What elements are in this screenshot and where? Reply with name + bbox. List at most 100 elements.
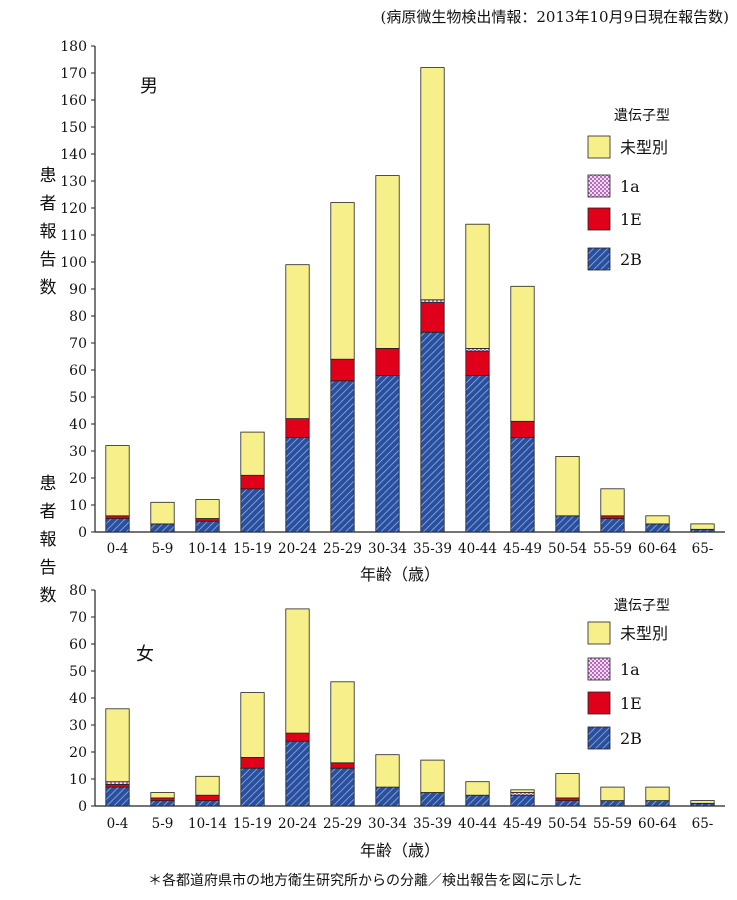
x-tick-label: 35-39 xyxy=(413,541,452,557)
y-tick-label: 60 xyxy=(69,363,87,379)
bar-1a-35-39 xyxy=(420,299,445,303)
legend-label: 未型別 xyxy=(620,138,668,157)
bar-未型別-45-49 xyxy=(510,789,535,793)
y-tick-label: 10 xyxy=(69,498,87,514)
y-tick-label: 70 xyxy=(69,336,87,352)
bar-2B-60-64 xyxy=(645,523,670,533)
bar-1E-15-19 xyxy=(240,474,265,490)
y-tick-label: 140 xyxy=(60,147,87,163)
y-tick-label: 40 xyxy=(69,691,87,707)
bar-1E-5-9 xyxy=(150,797,175,802)
bar-未型別-15-19 xyxy=(240,692,265,758)
bar-2B-45-49 xyxy=(510,794,535,807)
chart-female: 0 10 20 30 40 50 60 70 80 0-4 5-9 10-14 15-19 20-24 25… xyxy=(40,474,725,860)
x-tick-label: 5-9 xyxy=(152,541,174,557)
chart-male: 0 10 20 30 40 50 60 70 80 90 100 110 120 130 140 150 160… xyxy=(40,39,725,584)
x-tick-label: 30-34 xyxy=(368,816,407,832)
x-tick-label: 20-24 xyxy=(278,816,317,832)
bar-未型別-0-4 xyxy=(105,708,130,783)
y-tick-label: 30 xyxy=(69,444,87,460)
bar-未型別-65- xyxy=(690,523,715,530)
bar-1a-0-4 xyxy=(105,781,130,785)
y-tick-label: 170 xyxy=(60,66,87,82)
bar-2B-65- xyxy=(690,802,715,807)
bar-2B-35-39 xyxy=(420,792,445,807)
bar-未型別-5-9 xyxy=(150,792,175,799)
bar-未型別-20-24 xyxy=(285,608,310,734)
y-tick-label: 0 xyxy=(78,799,87,815)
legend-swatch-1E xyxy=(587,691,611,715)
y-tick-label: 0 xyxy=(78,525,87,541)
x-tick-label: 55-59 xyxy=(593,816,632,832)
x-tick-label: 0-4 xyxy=(107,816,129,832)
bar-未型別-45-49 xyxy=(510,285,535,422)
x-tick-label: 60-64 xyxy=(638,541,677,557)
bar-2B-45-49 xyxy=(510,437,535,533)
bar-未型別-35-39 xyxy=(420,759,445,793)
y-tick-label: 180 xyxy=(60,39,87,55)
legend-swatch-1a xyxy=(587,657,611,681)
y-tick-label: 80 xyxy=(69,309,87,325)
bar-2B-65- xyxy=(690,528,715,533)
y-tick-label: 100 xyxy=(60,255,87,271)
x-tick-label: 5-9 xyxy=(152,816,174,832)
legend-swatch-2B xyxy=(587,247,611,271)
x-axis-label: 年齢（歳） xyxy=(360,565,440,584)
bar-2B-35-39 xyxy=(420,331,445,533)
bar-1a-45-49 xyxy=(510,792,535,796)
bar-2B-15-19 xyxy=(240,488,265,533)
legend-swatch-未型別 xyxy=(587,621,611,645)
legend-label: 1E xyxy=(620,210,642,229)
bar-未型別-20-24 xyxy=(285,264,310,420)
legend-swatch-2B xyxy=(587,726,611,750)
bar-2B-40-44 xyxy=(465,374,490,533)
panel-label: 男 xyxy=(140,76,158,97)
bar-未型別-15-19 xyxy=(240,431,265,476)
bar-未型別-30-34 xyxy=(375,175,400,349)
bar-2B-10-14 xyxy=(195,520,220,533)
header-note: (病原微生物検出情報：2013年10月9日現在報告数) xyxy=(380,8,729,26)
legend-label: 2B xyxy=(620,250,642,269)
bar-2B-5-9 xyxy=(150,523,175,533)
x-tick-label: 25-29 xyxy=(323,541,362,557)
bar-未型別-60-64 xyxy=(645,515,670,525)
bar-2B-25-29 xyxy=(330,380,355,533)
x-tick-label: 55-59 xyxy=(593,541,632,557)
x-tick-label: 15-19 xyxy=(233,541,272,557)
bar-未型別-50-54 xyxy=(555,455,580,517)
bar-未型別-65- xyxy=(690,800,715,804)
x-tick-label: 35-39 xyxy=(413,816,452,832)
bar-1E-55-59 xyxy=(600,515,625,519)
bar-2B-55-59 xyxy=(600,518,625,533)
x-tick-label: 15-19 xyxy=(233,816,272,832)
bar-1E-50-54 xyxy=(555,797,580,802)
bar-1E-30-34 xyxy=(375,347,400,376)
y-tick-label: 150 xyxy=(60,120,87,136)
y-tick-label: 90 xyxy=(69,282,87,298)
panel-label: 女 xyxy=(136,644,154,665)
y-tick-label: 20 xyxy=(69,471,87,487)
bar-未型別-5-9 xyxy=(150,501,175,525)
x-tick-label: 20-24 xyxy=(278,541,317,557)
x-tick-label: 25-29 xyxy=(323,816,362,832)
bar-1E-25-29 xyxy=(330,762,355,769)
x-tick-label: 60-64 xyxy=(638,816,677,832)
legend-swatch-未型別 xyxy=(587,135,611,159)
y-tick-label: 10 xyxy=(69,772,87,788)
x-tick-label: 65- xyxy=(692,816,714,832)
y-tick-label: 40 xyxy=(69,417,87,433)
x-tick-label: 40-44 xyxy=(458,816,497,832)
bar-2B-10-14 xyxy=(195,800,220,807)
bar-未型別-25-29 xyxy=(330,202,355,360)
y-tick-label: 160 xyxy=(60,93,87,109)
bar-1E-20-24 xyxy=(285,732,310,742)
bar-2B-30-34 xyxy=(375,786,400,807)
legend-label: 未型別 xyxy=(620,624,668,643)
y-tick-label: 70 xyxy=(69,610,87,626)
bar-未型別-35-39 xyxy=(420,67,445,301)
x-axis-label: 年齢（歳） xyxy=(360,841,440,860)
bar-1E-25-29 xyxy=(330,358,355,382)
bar-未型別-40-44 xyxy=(465,781,490,796)
bar-2B-5-9 xyxy=(150,800,175,807)
bar-2B-20-24 xyxy=(285,740,310,807)
